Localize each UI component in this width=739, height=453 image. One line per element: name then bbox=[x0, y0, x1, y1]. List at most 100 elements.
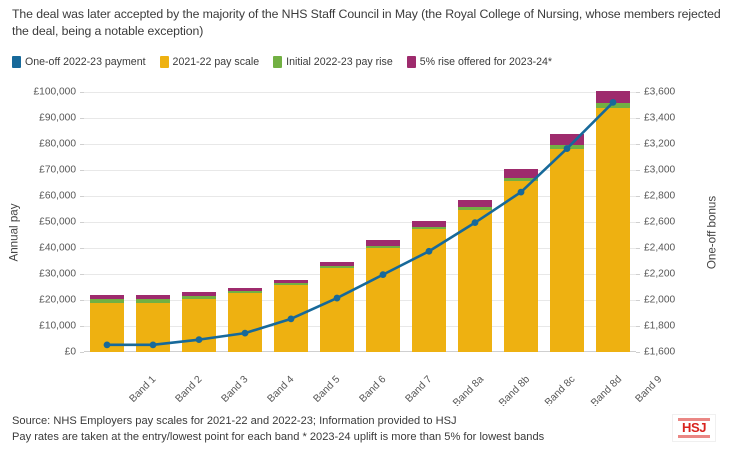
bar-group[interactable] bbox=[136, 92, 170, 352]
x-axis-label: Band 6 bbox=[357, 374, 389, 405]
bar-segment[interactable] bbox=[550, 148, 584, 352]
bar-group[interactable] bbox=[504, 92, 538, 352]
x-axis-label: Band 2 bbox=[173, 374, 205, 405]
y-axis-tick-right bbox=[636, 326, 640, 327]
hsj-logo: HSJ bbox=[672, 414, 716, 442]
bar-segment[interactable] bbox=[136, 298, 170, 303]
legend-item-one-off-payment: One-off 2022-23 payment bbox=[12, 56, 146, 68]
y-axis-tick-right bbox=[636, 352, 640, 353]
bar-group[interactable] bbox=[596, 91, 630, 352]
bar-group[interactable] bbox=[458, 92, 492, 352]
bar-segment[interactable] bbox=[182, 296, 216, 300]
hsj-logo-top-rule bbox=[678, 418, 710, 421]
y-axis-tick-right bbox=[636, 248, 640, 249]
y-axis-tick-left bbox=[80, 300, 84, 301]
bar-group[interactable] bbox=[320, 92, 354, 352]
y-axis-label-left: £20,000 bbox=[39, 294, 76, 306]
chart-description: The deal was later accepted by the major… bbox=[12, 7, 721, 38]
y-axis-label-right: £2,200 bbox=[644, 268, 676, 280]
x-axis-label: Band 7 bbox=[403, 374, 435, 405]
y-axis-label-right: £3,000 bbox=[644, 164, 676, 176]
y-axis-tick-left bbox=[80, 170, 84, 171]
chart-footer: Source: NHS Employers pay scales for 202… bbox=[12, 413, 652, 445]
bar-segment[interactable] bbox=[504, 181, 538, 352]
chart-container: Annual pay One-off bonus £0 £10,000 £20,00… bbox=[0, 78, 739, 409]
bar-segment[interactable] bbox=[550, 134, 584, 145]
bar-segment[interactable] bbox=[228, 291, 262, 294]
y-axis-tick-left bbox=[80, 248, 84, 249]
y-axis-label-right: £2,400 bbox=[644, 242, 676, 254]
y-axis-title-left: Annual pay bbox=[7, 203, 21, 262]
bar-segment[interactable] bbox=[366, 240, 400, 246]
bar-segment[interactable] bbox=[412, 220, 446, 228]
y-axis-tick-right bbox=[636, 92, 640, 93]
y-axis-tick-right bbox=[636, 144, 640, 145]
bar-segment[interactable] bbox=[274, 285, 308, 352]
footer-divider bbox=[0, 404, 739, 405]
bar-segment[interactable] bbox=[596, 103, 630, 109]
bar-segment[interactable] bbox=[136, 302, 170, 352]
bar-segment[interactable] bbox=[320, 268, 354, 352]
y-axis-title-right: One-off bonus bbox=[705, 195, 719, 270]
bar-segment[interactable] bbox=[320, 266, 354, 268]
y-axis-tick-left bbox=[80, 274, 84, 275]
y-axis-label-left: £50,000 bbox=[39, 216, 76, 228]
bar-segment[interactable] bbox=[412, 227, 446, 230]
bar-segment[interactable] bbox=[90, 298, 124, 303]
bar-segment[interactable] bbox=[366, 247, 400, 352]
y-axis-label-left: £10,000 bbox=[39, 320, 76, 332]
bar-segment[interactable] bbox=[458, 199, 492, 207]
y-axis-tick-right bbox=[636, 196, 640, 197]
bar-segment[interactable] bbox=[274, 283, 308, 286]
x-axis-label: Band 4 bbox=[265, 374, 297, 405]
y-axis-tick-right bbox=[636, 274, 640, 275]
y-axis-tick-left bbox=[80, 118, 84, 119]
x-axis-label: Band 1 bbox=[127, 374, 159, 405]
bar-group[interactable] bbox=[90, 92, 124, 352]
gridline bbox=[84, 92, 636, 93]
y-axis-label-right: £2,000 bbox=[644, 294, 676, 306]
bar-group[interactable] bbox=[412, 92, 446, 352]
x-axis-label: Band 3 bbox=[219, 374, 251, 405]
y-axis-label-right: £3,600 bbox=[644, 86, 676, 98]
hsj-logo-bottom-rule bbox=[678, 435, 710, 438]
bar-segment[interactable] bbox=[182, 292, 216, 297]
bar-group[interactable] bbox=[550, 92, 584, 352]
y-axis-tick-left bbox=[80, 144, 84, 145]
y-axis-tick-left bbox=[80, 352, 84, 353]
bar-group[interactable] bbox=[182, 92, 216, 352]
y-axis-label-left: £100,000 bbox=[33, 86, 77, 98]
bar-segment[interactable] bbox=[504, 177, 538, 182]
bar-segment[interactable] bbox=[90, 302, 124, 352]
bar-segment[interactable] bbox=[182, 299, 216, 352]
bar-segment[interactable] bbox=[320, 261, 354, 267]
legend-label-one-off-payment: One-off 2022-23 payment bbox=[25, 56, 146, 68]
bar-segment[interactable] bbox=[458, 206, 492, 210]
chart-legend: One-off 2022-23 payment 2021-22 pay scal… bbox=[12, 56, 552, 68]
y-axis-tick-right bbox=[636, 170, 640, 171]
y-axis-label-left: £30,000 bbox=[39, 268, 76, 280]
bar-segment[interactable] bbox=[90, 294, 124, 299]
bar-segment[interactable] bbox=[228, 287, 262, 292]
bar-group[interactable] bbox=[274, 92, 308, 352]
bar-group[interactable] bbox=[228, 92, 262, 352]
bar-segment[interactable] bbox=[550, 144, 584, 149]
x-axis-label: Band 9 bbox=[633, 374, 665, 405]
bar-segment[interactable] bbox=[458, 209, 492, 352]
bar-segment[interactable] bbox=[412, 229, 446, 352]
plot-area: £0 £10,000 £20,000 £30,000 £40,000 £50,000 £60… bbox=[34, 87, 676, 409]
x-axis-line bbox=[84, 351, 636, 352]
x-axis-label: Band 5 bbox=[311, 374, 343, 405]
bar-group[interactable] bbox=[366, 92, 400, 352]
bar-segment[interactable] bbox=[596, 108, 630, 352]
y-axis-label-right: £2,600 bbox=[644, 216, 676, 228]
y-axis-label-left: £40,000 bbox=[39, 242, 76, 254]
bar-segment[interactable] bbox=[504, 169, 538, 178]
y-axis-label-left: £0 bbox=[64, 346, 76, 358]
bar-segment[interactable] bbox=[228, 293, 262, 352]
bar-segment[interactable] bbox=[274, 279, 308, 284]
bar-segment[interactable] bbox=[596, 91, 630, 104]
bar-segment[interactable] bbox=[136, 294, 170, 299]
y-axis-label-right: £1,600 bbox=[644, 346, 676, 358]
bar-segment[interactable] bbox=[366, 245, 400, 248]
